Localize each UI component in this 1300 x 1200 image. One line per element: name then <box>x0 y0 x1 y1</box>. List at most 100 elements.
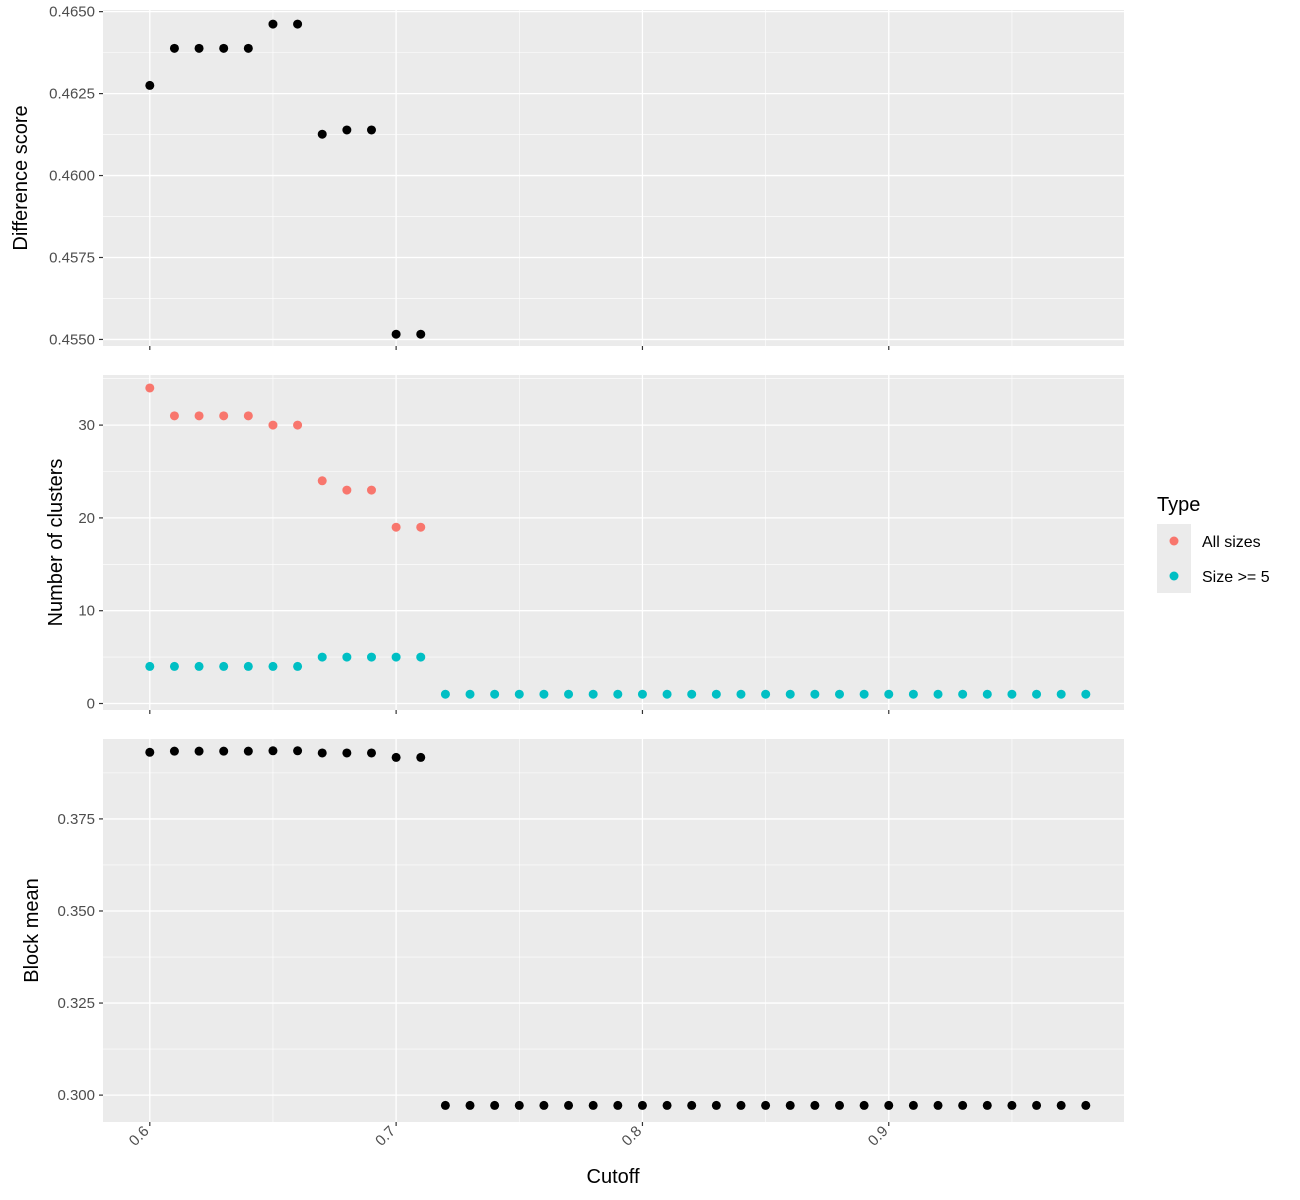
legend: Type All sizes Size >= 5 <box>1157 494 1270 593</box>
data-point-series-1 <box>1081 1100 1091 1110</box>
y-tick-label: 0.4575 <box>49 249 95 266</box>
data-point-series-1 <box>268 19 278 29</box>
data-point-series-2 <box>958 689 968 699</box>
data-point-series-1 <box>514 1100 524 1110</box>
data-point-series-1 <box>1032 1100 1042 1110</box>
data-point-series-2 <box>391 652 401 662</box>
data-point-series-1 <box>736 1100 746 1110</box>
data-point-series-1 <box>490 1100 500 1110</box>
legend-title: Type <box>1157 494 1200 516</box>
data-point-series-1 <box>391 329 401 339</box>
data-point-series-1 <box>884 1100 894 1110</box>
data-point-series-1 <box>933 1100 943 1110</box>
data-point-series-2 <box>342 652 352 662</box>
data-point-series-1 <box>194 411 204 421</box>
data-point-series-1 <box>391 752 401 762</box>
data-point-series-2 <box>711 689 721 699</box>
facet-panel-2: 0 10 20 30 Number of clusters <box>45 375 1124 714</box>
data-point-series-2 <box>884 689 894 699</box>
data-point-series-1 <box>169 746 179 756</box>
y-tick-label: 0.300 <box>57 1087 95 1104</box>
data-point-series-1 <box>243 43 253 53</box>
data-point-series-1 <box>293 746 303 756</box>
data-point-series-1 <box>366 748 376 758</box>
x-tick-label: 0.6 <box>126 1123 153 1150</box>
data-point-series-2 <box>761 689 771 699</box>
data-point-series-1 <box>243 746 253 756</box>
data-point-series-1 <box>145 383 155 393</box>
data-point-series-2 <box>810 689 820 699</box>
data-point-series-2 <box>785 689 795 699</box>
data-point-series-2 <box>145 661 155 671</box>
data-point-series-1 <box>169 411 179 421</box>
data-point-series-1 <box>711 1100 721 1110</box>
data-point-series-2 <box>219 661 229 671</box>
data-point-series-1 <box>416 752 426 762</box>
data-point-series-1 <box>687 1100 697 1110</box>
y-tick-label: 30 <box>78 417 95 434</box>
y-tick-label: 10 <box>78 603 95 620</box>
data-point-series-1 <box>1007 1100 1017 1110</box>
data-point-series-1 <box>293 420 303 430</box>
y-axis-title: Difference score <box>10 105 32 250</box>
data-point-series-1 <box>834 1100 844 1110</box>
data-point-series-2 <box>613 689 623 699</box>
panel-background <box>103 10 1124 346</box>
data-point-series-1 <box>761 1100 771 1110</box>
y-tick-label: 0.4600 <box>49 168 95 185</box>
data-point-series-1 <box>268 746 278 756</box>
data-point-series-2 <box>908 689 918 699</box>
data-point-series-2 <box>169 661 179 671</box>
x-tick-label: 0.8 <box>619 1123 646 1150</box>
data-point-series-2 <box>514 689 524 699</box>
data-point-series-1 <box>613 1100 623 1110</box>
facet-panel-3: 0.300 0.325 0.350 0.375 Block mean 0.6 0.7 0.8 0… <box>21 739 1124 1150</box>
data-point-series-2 <box>588 689 598 699</box>
y-tick-label: 0.4550 <box>49 331 95 348</box>
data-point-series-1 <box>958 1100 968 1110</box>
data-point-series-1 <box>317 476 327 486</box>
y-tick-label: 0.350 <box>57 903 95 920</box>
data-point-series-1 <box>662 1100 672 1110</box>
data-point-series-2 <box>440 689 450 699</box>
data-point-series-2 <box>490 689 500 699</box>
data-point-series-1 <box>268 420 278 430</box>
data-point-series-1 <box>219 43 229 53</box>
data-point-series-2 <box>366 652 376 662</box>
data-point-series-2 <box>293 661 303 671</box>
data-point-series-1 <box>982 1100 992 1110</box>
data-point-series-1 <box>391 522 401 532</box>
data-point-series-1 <box>465 1100 475 1110</box>
data-point-series-2 <box>539 689 549 699</box>
data-point-series-1 <box>243 411 253 421</box>
data-point-series-1 <box>539 1100 549 1110</box>
data-point-series-1 <box>342 125 352 135</box>
data-point-series-2 <box>637 689 647 699</box>
data-point-series-1 <box>342 748 352 758</box>
data-point-series-1 <box>908 1100 918 1110</box>
data-point-series-1 <box>785 1100 795 1110</box>
data-point-series-1 <box>810 1100 820 1110</box>
data-point-series-2 <box>1081 689 1091 699</box>
data-point-series-1 <box>342 485 352 495</box>
legend-key-all-sizes <box>1169 536 1179 546</box>
panel-background <box>103 739 1124 1122</box>
data-point-series-1 <box>1056 1100 1066 1110</box>
data-point-series-1 <box>219 411 229 421</box>
data-point-series-1 <box>317 748 327 758</box>
data-point-series-2 <box>982 689 992 699</box>
data-point-series-1 <box>293 19 303 29</box>
data-point-series-1 <box>145 747 155 757</box>
data-point-series-2 <box>416 652 426 662</box>
data-point-series-1 <box>416 522 426 532</box>
data-point-series-2 <box>933 689 943 699</box>
data-point-series-1 <box>169 43 179 53</box>
data-point-series-1 <box>194 43 204 53</box>
data-point-series-1 <box>366 485 376 495</box>
data-point-series-1 <box>564 1100 574 1110</box>
y-tick-label: 0.4650 <box>49 4 95 21</box>
data-point-series-2 <box>736 689 746 699</box>
data-point-series-1 <box>219 746 229 756</box>
legend-label-all-sizes: All sizes <box>1202 534 1261 551</box>
y-axis-title: Number of clusters <box>45 459 67 627</box>
